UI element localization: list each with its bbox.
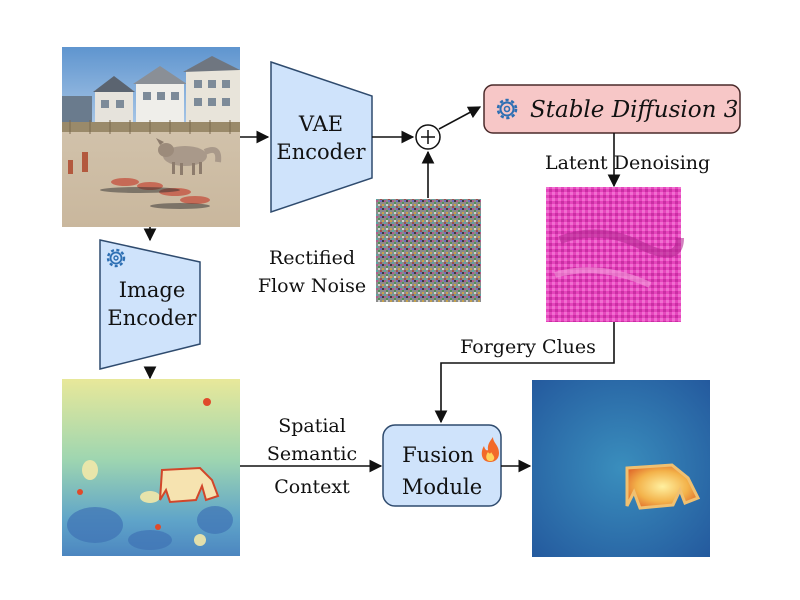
rectified-label-line2: Flow Noise bbox=[258, 275, 366, 297]
spatial-label-line3: Context bbox=[274, 476, 350, 498]
fusion-module-line1: Fusion bbox=[402, 443, 474, 467]
stable-diffusion-block: Stable Diffusion 3 bbox=[483, 84, 741, 134]
rectified-label-line1: Rectified bbox=[269, 247, 355, 269]
input-image bbox=[62, 47, 240, 227]
vae-encoder-block: VAE Encoder bbox=[270, 60, 373, 214]
circle-plus-icon bbox=[415, 124, 441, 150]
forgery-clues-label: Forgery Clues bbox=[460, 336, 596, 358]
spatial-label-line1: Spatial bbox=[278, 415, 346, 437]
output-localization-map bbox=[532, 380, 710, 557]
semantic-heatmap-image bbox=[62, 379, 240, 556]
image-encoder-line1: Image bbox=[119, 278, 186, 302]
fusion-module-block: Fusion Module bbox=[382, 424, 502, 507]
spatial-label-line2: Semantic bbox=[267, 443, 357, 465]
arrow-forgery-clues bbox=[434, 322, 615, 424]
vae-encoder-line1: VAE bbox=[298, 112, 343, 136]
image-encoder-line2: Encoder bbox=[107, 306, 197, 330]
latent-denoising-label: Latent Denoising bbox=[545, 152, 710, 174]
wolf-figure bbox=[156, 138, 222, 175]
fusion-module-line2: Module bbox=[402, 475, 482, 499]
image-encoder-block: Image Encoder bbox=[99, 239, 201, 370]
wolf-heat-shape bbox=[159, 466, 220, 504]
gear-icon bbox=[496, 98, 518, 120]
latent-denoised-image bbox=[546, 187, 684, 322]
arrow-plus-to-sd bbox=[438, 106, 482, 130]
vae-encoder-line2: Encoder bbox=[276, 140, 366, 164]
stable-diffusion-title: Stable Diffusion 3 bbox=[530, 97, 738, 123]
rectified-noise-image bbox=[376, 199, 481, 302]
wolf-output-shape bbox=[625, 463, 701, 510]
gear-icon bbox=[106, 248, 126, 268]
flame-icon bbox=[481, 437, 499, 462]
